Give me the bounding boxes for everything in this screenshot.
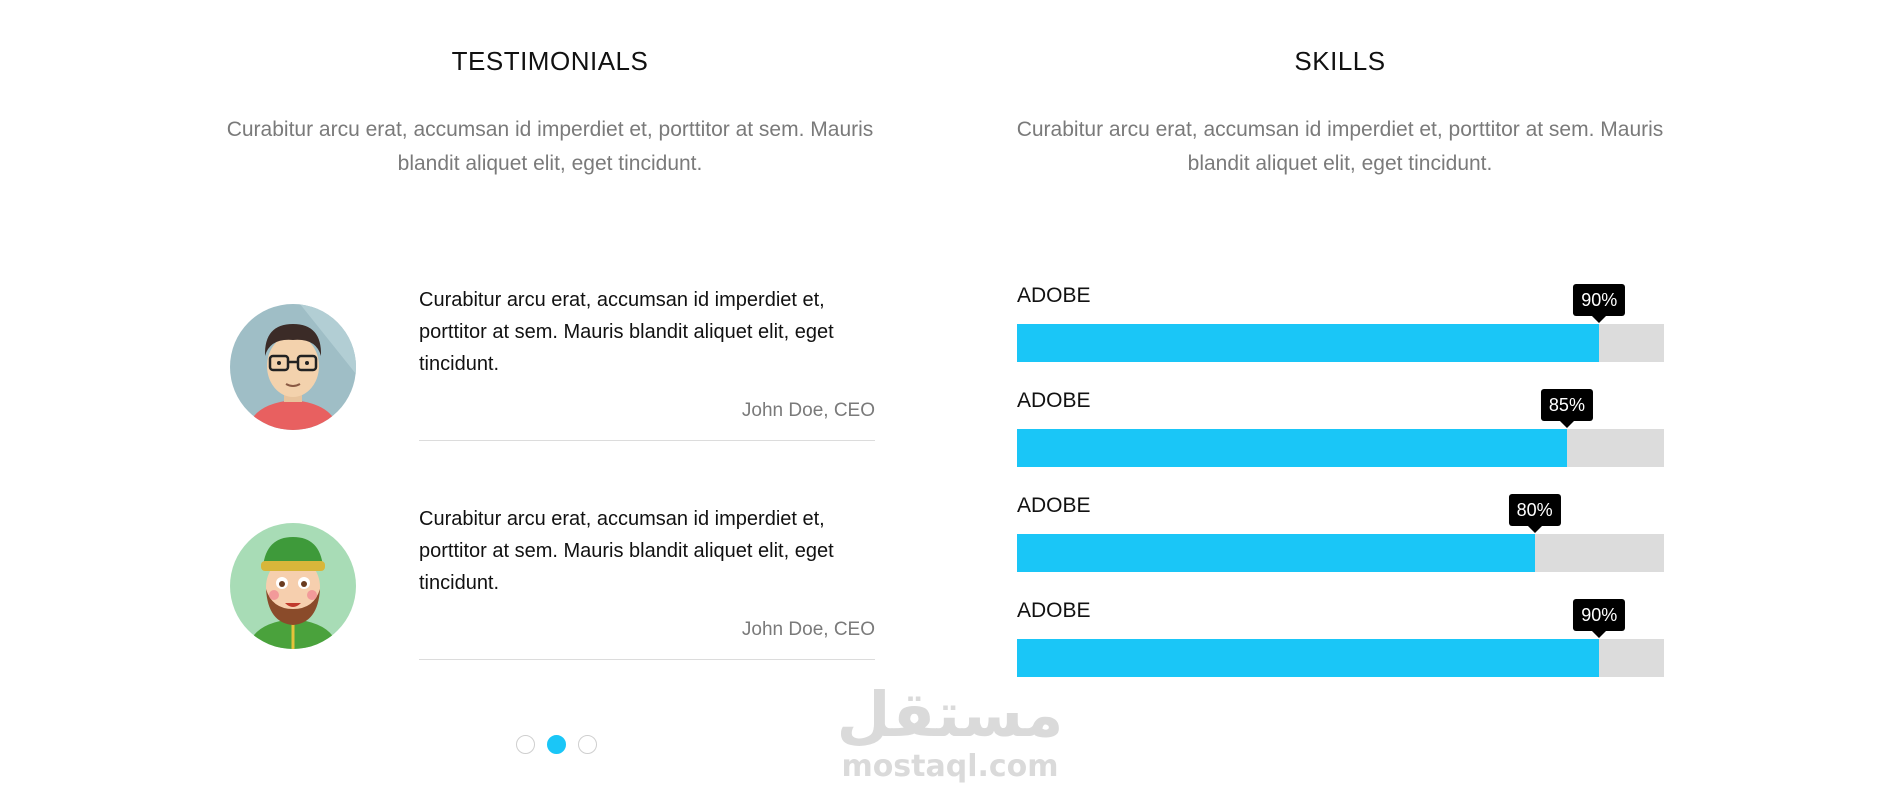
divider (419, 659, 875, 660)
testimonial-author: John Doe, CEO (741, 400, 875, 421)
carousel-pagination (516, 735, 597, 754)
watermark-logo: مستقل mostaql.com (835, 680, 1065, 784)
testimonials-title: TESTIMONIALS (451, 46, 649, 76)
divider (419, 440, 875, 441)
skill-percent-tooltip: 90% (1573, 599, 1626, 638)
skill-item: ADOBE 90% (1017, 599, 1664, 699)
testimonial-author: John Doe, CEO (741, 619, 875, 640)
carousel-dot-1[interactable] (516, 735, 535, 754)
carousel-dot-3[interactable] (578, 735, 597, 754)
skills-title: SKILLS (1294, 46, 1386, 76)
skill-bar-fill (1017, 534, 1535, 572)
carousel-dot-2[interactable] (547, 735, 566, 754)
skill-bar-track (1017, 429, 1664, 467)
bearded-man-green-hat-avatar-icon (230, 523, 356, 649)
skills-description: Curabitur arcu erat, accumsan id imperdi… (1016, 118, 1664, 175)
skill-label: ADOBE (1017, 284, 1091, 307)
skill-label: ADOBE (1017, 599, 1091, 622)
skill-bar-track (1017, 324, 1664, 362)
skill-bar-fill (1017, 324, 1600, 362)
man-with-glasses-avatar-icon (230, 304, 356, 430)
testimonials-description: Curabitur arcu erat, accumsan id imperdi… (226, 118, 874, 175)
skill-item: ADOBE 90% (1017, 284, 1664, 384)
skill-bar-fill (1017, 429, 1567, 467)
skill-label: ADOBE (1017, 494, 1091, 517)
testimonial-quote: Curabitur arcu erat, accumsan id imperdi… (419, 508, 834, 594)
skill-bar-track (1017, 639, 1664, 677)
skill-percent-tooltip: 80% (1508, 494, 1561, 533)
testimonial-quote: Curabitur arcu erat, accumsan id imperdi… (419, 289, 834, 375)
skill-bar-track (1017, 534, 1664, 572)
watermark-latin: mostaql.com (841, 749, 1059, 784)
skill-percent-tooltip: 90% (1573, 284, 1626, 323)
skill-percent-tooltip: 85% (1540, 389, 1593, 428)
skill-item: ADOBE 85% (1017, 389, 1664, 489)
skill-item: ADOBE 80% (1017, 494, 1664, 594)
skill-bar-fill (1017, 639, 1600, 677)
skill-label: ADOBE (1017, 389, 1091, 412)
watermark-arabic: مستقل (836, 678, 1064, 751)
